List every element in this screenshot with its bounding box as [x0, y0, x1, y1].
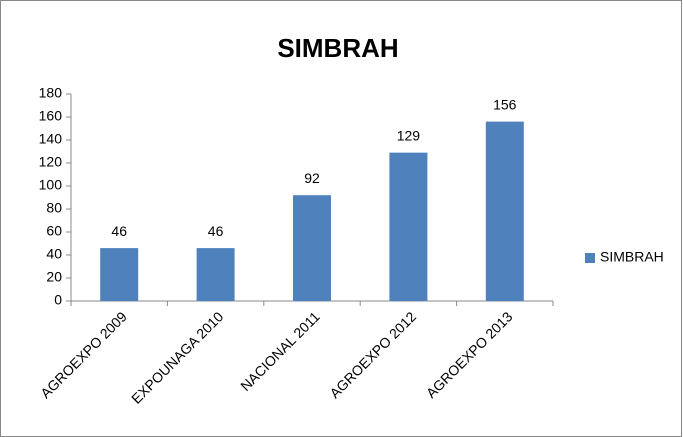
- y-tick-label: 180: [39, 85, 63, 101]
- legend-label: SIMBRAH: [600, 249, 664, 265]
- y-tick-label: 20: [46, 269, 62, 285]
- data-label: 46: [111, 223, 127, 239]
- bar: [293, 195, 331, 301]
- bar: [196, 248, 235, 301]
- data-label: 46: [208, 223, 224, 239]
- y-tick-label: 40: [46, 246, 62, 262]
- data-label: 92: [304, 170, 320, 186]
- bar: [485, 121, 524, 301]
- y-tick-label: 120: [39, 154, 63, 170]
- data-label: 156: [493, 96, 517, 112]
- chart-title: SIMBRAH: [277, 33, 398, 63]
- y-tick-label: 100: [39, 177, 63, 193]
- bar: [389, 152, 428, 301]
- y-tick-label: 60: [46, 223, 62, 239]
- data-label: 129: [397, 127, 421, 143]
- legend-swatch: [585, 253, 595, 263]
- bar: [100, 248, 139, 301]
- y-tick-label: 80: [46, 200, 62, 216]
- y-tick-label: 140: [39, 131, 63, 147]
- y-tick-label: 0: [54, 292, 62, 308]
- y-tick-label: 160: [39, 108, 63, 124]
